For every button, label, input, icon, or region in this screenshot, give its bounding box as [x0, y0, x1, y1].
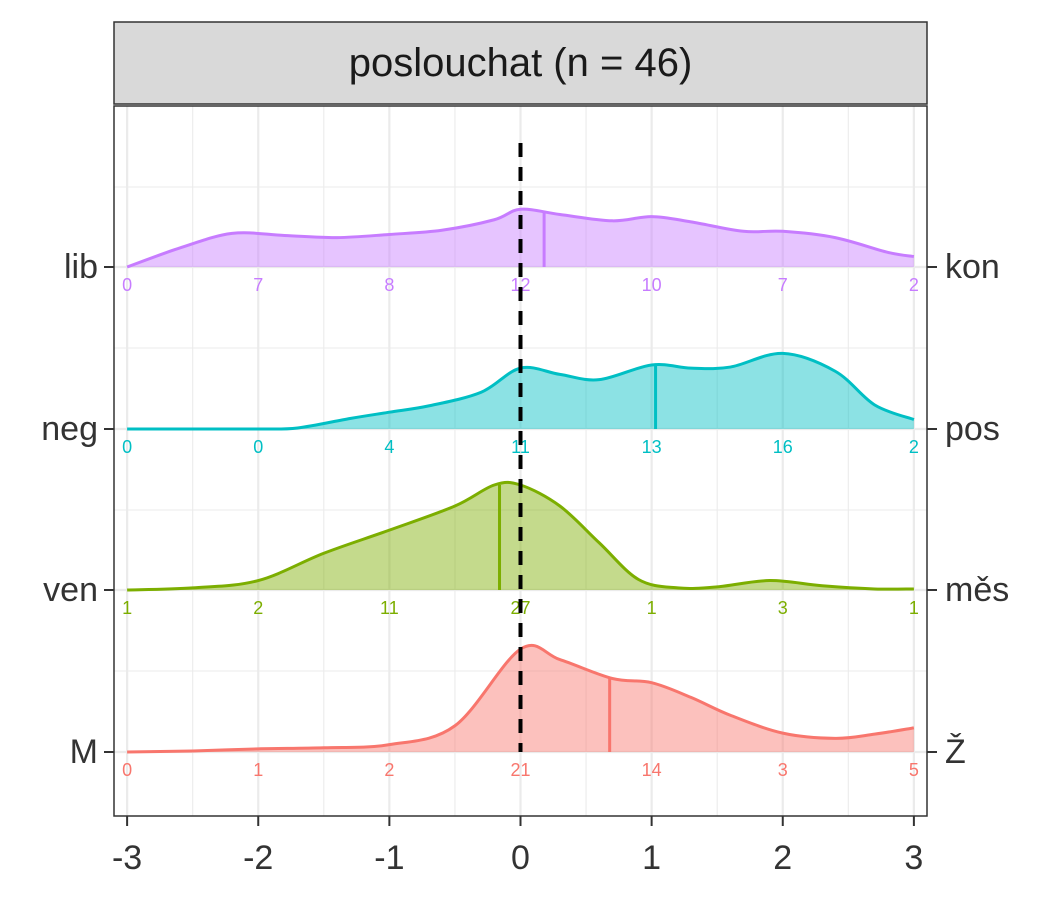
right-axis-label: kon	[945, 248, 1000, 286]
x-tick-label: 1	[642, 839, 661, 877]
count-label: 10	[642, 275, 662, 295]
count-label: 0	[122, 275, 132, 295]
x-tick-label: 2	[773, 839, 792, 877]
count-label: 7	[253, 275, 263, 295]
right-axis-label: pos	[945, 410, 1000, 448]
count-label: 2	[253, 598, 263, 618]
count-label: 2	[909, 275, 919, 295]
count-label: 12	[510, 275, 530, 295]
panel-title: poslouchat (n = 46)	[349, 41, 693, 85]
density-line-M	[127, 643, 915, 754]
right-axis-label: měs	[945, 571, 1009, 609]
count-label: 2	[384, 760, 394, 780]
density-line-neg	[127, 351, 915, 431]
left-axis-label: ven	[43, 571, 98, 609]
count-label: 14	[642, 760, 662, 780]
count-label: 0	[253, 437, 263, 457]
right-axis-label: Ž	[945, 733, 966, 771]
count-label: 4	[384, 437, 394, 457]
x-tick-label: -2	[243, 839, 273, 877]
left-axis-label: lib	[64, 248, 98, 286]
count-label: 7	[778, 275, 788, 295]
count-label: 13	[642, 437, 662, 457]
ridge-lib: 0 7 8 12 10 7 2	[122, 207, 919, 295]
count-label: 11	[380, 598, 399, 618]
count-label: 11	[511, 437, 530, 457]
density-area-lib	[127, 209, 914, 267]
left-axis-label: neg	[41, 410, 98, 448]
count-label: 21	[510, 760, 530, 780]
density-line-ven	[127, 480, 914, 592]
count-label: 3	[778, 598, 788, 618]
count-label: 8	[384, 275, 394, 295]
count-label: 16	[773, 437, 793, 457]
count-label: 0	[122, 437, 132, 457]
x-tick-label: 3	[904, 839, 923, 877]
panel-strip	[113, 21, 928, 105]
x-tick-label: 0	[511, 839, 530, 877]
left-axis-label: M	[70, 733, 98, 771]
count-label: 1	[122, 598, 132, 618]
count-label: 2	[909, 437, 919, 457]
x-tick-label: -3	[112, 839, 142, 877]
count-label: 5	[909, 760, 919, 780]
x-tick-label: -1	[374, 839, 404, 877]
count-label: 1	[909, 598, 919, 618]
count-label: 0	[122, 760, 132, 780]
count-label: 1	[647, 598, 657, 618]
density-line-lib	[126, 207, 915, 269]
count-label: 3	[778, 760, 788, 780]
count-label: 1	[253, 760, 263, 780]
